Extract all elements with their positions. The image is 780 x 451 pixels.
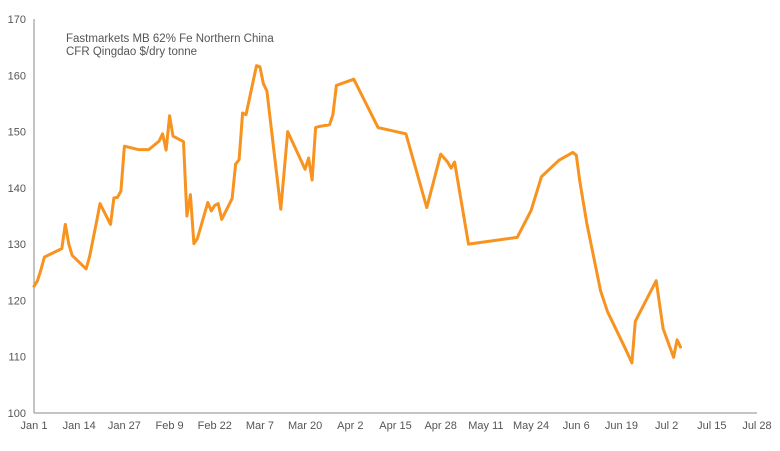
y-tick-label: 170 [8, 14, 26, 26]
chart-subtitle: CFR Qingdao $/dry tonne [66, 46, 197, 58]
x-tick-label: May 24 [513, 420, 549, 432]
x-tick-label: Jan 14 [63, 420, 96, 432]
y-tick-label: 140 [8, 183, 26, 195]
x-tick-label: Jun 19 [605, 420, 638, 432]
x-tick-label: Apr 15 [379, 420, 411, 432]
x-tick-label: Jun 6 [563, 420, 590, 432]
y-tick-label: 110 [8, 352, 26, 364]
y-axis: 100 110 120 130 140 150 160 170 [8, 14, 35, 420]
x-axis: Jan 1 Jan 14 Jan 27 Feb 9 Feb 22 Mar 7 Mar 20 A… [21, 412, 772, 432]
y-tick-label: 150 [8, 127, 26, 139]
x-tick-label: Apr 28 [424, 420, 456, 432]
chart-title: Fastmarkets MB 62% Fe Northern China [66, 33, 274, 45]
y-tick-label: 100 [8, 408, 26, 420]
x-tick-label: May 11 [468, 420, 503, 432]
y-tick-label: 130 [8, 239, 26, 251]
x-tick-label: Jul 15 [697, 420, 726, 432]
y-tick-label: 160 [8, 70, 26, 82]
x-tick-label: Apr 2 [337, 420, 363, 432]
series-line [32, 64, 682, 365]
x-tick-label: Jul 28 [742, 420, 771, 432]
x-tick-label: Jul 2 [655, 420, 678, 432]
x-tick-label: Mar 7 [246, 420, 274, 432]
x-tick-label: Mar 20 [288, 420, 322, 432]
x-tick-label: Jan 1 [21, 420, 48, 432]
y-tick-label: 120 [8, 295, 26, 307]
x-tick-label: Feb 22 [198, 420, 232, 432]
series-group [32, 64, 682, 365]
x-tick-label: Jan 27 [108, 420, 141, 432]
x-tick-label: Feb 9 [155, 420, 183, 432]
